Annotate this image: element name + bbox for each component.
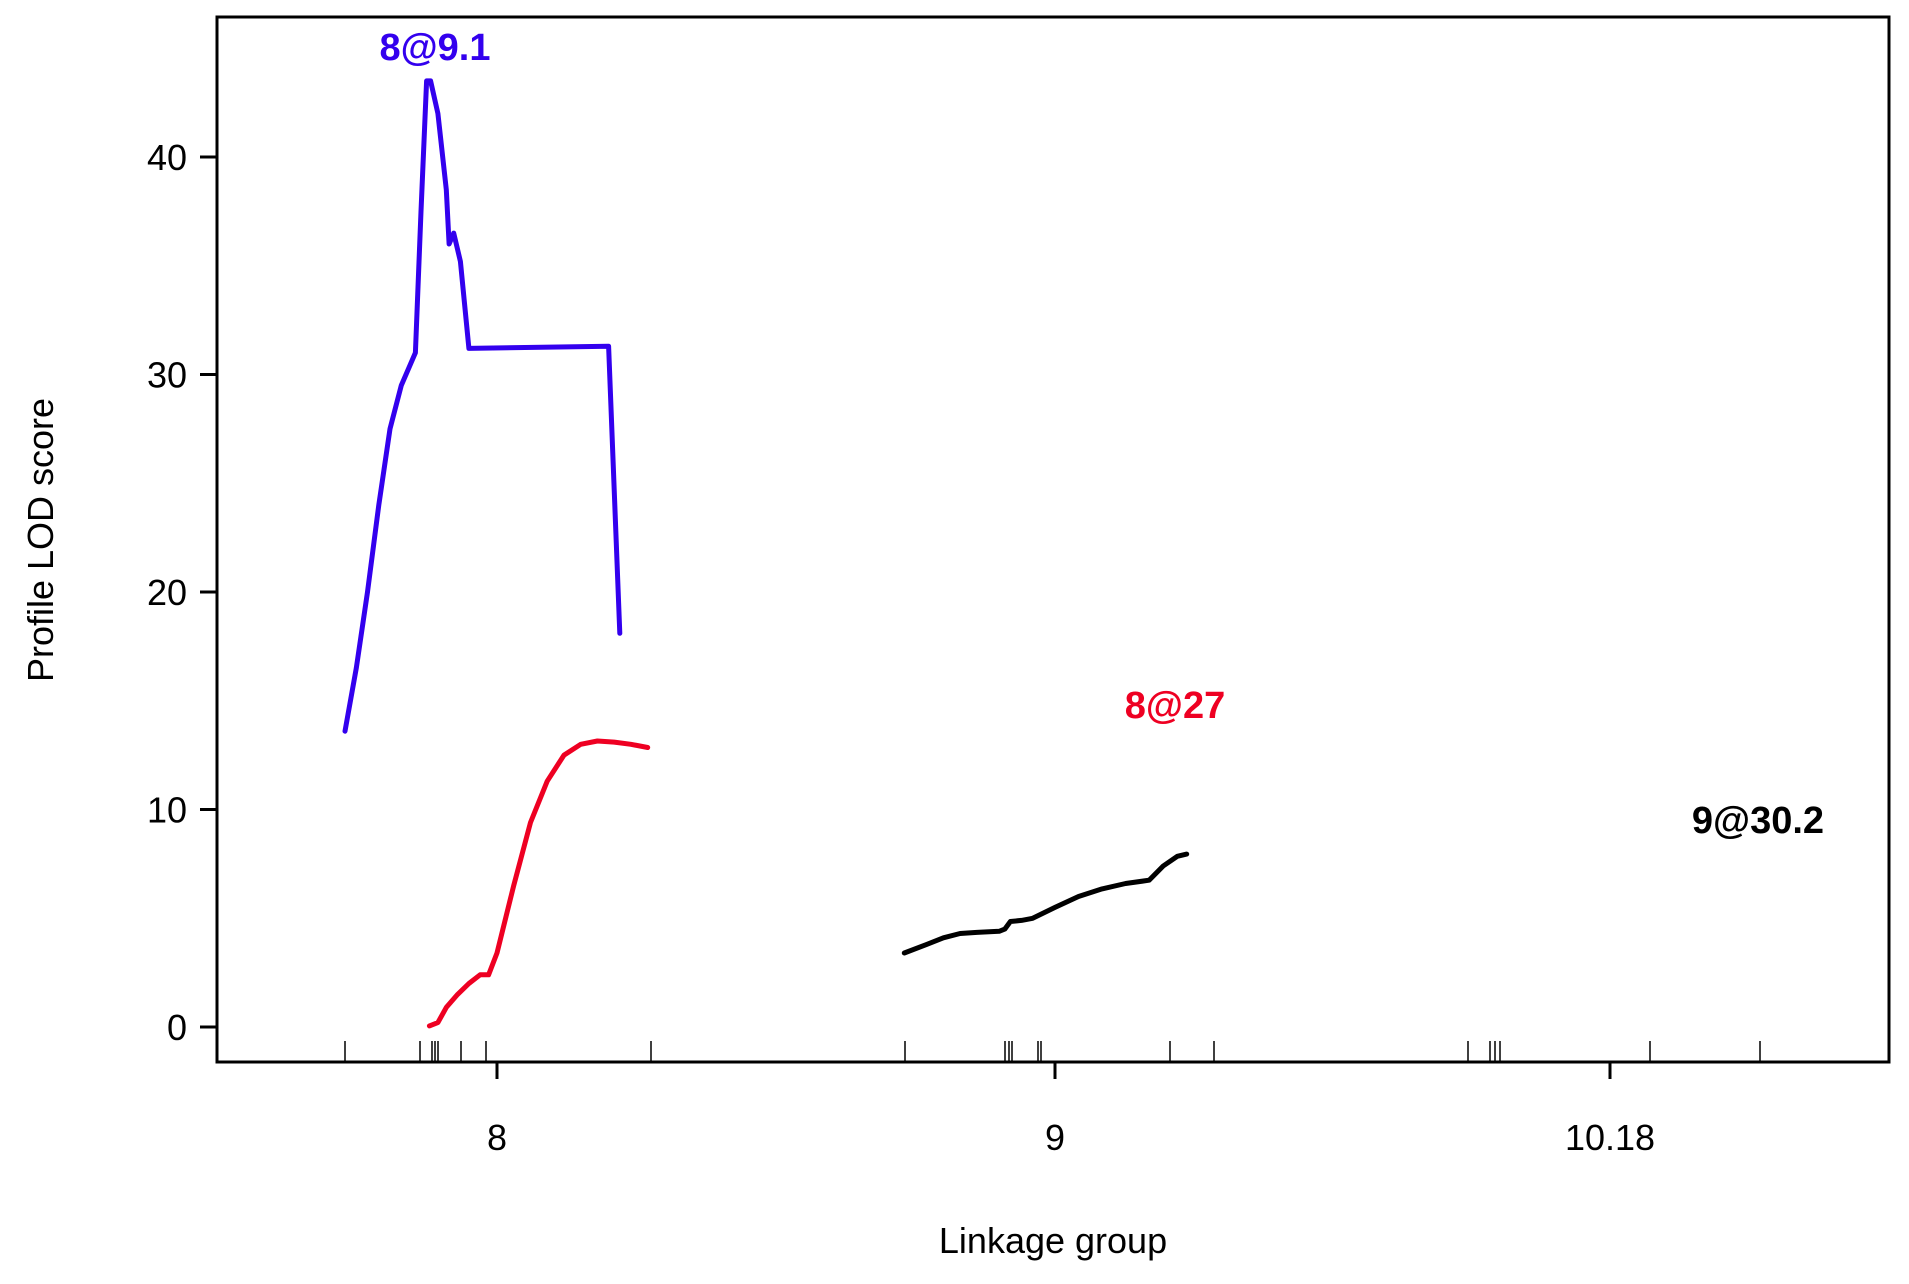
y-axis: 0 10 20 30 40 — [147, 137, 217, 1048]
plot-frame — [215, 15, 1891, 1064]
x-tick-label: 8 — [487, 1117, 507, 1158]
peak-label: 8@27 — [1125, 685, 1225, 727]
peak-label: 8@9.1 — [379, 27, 490, 69]
y-tick-label: 40 — [147, 137, 187, 178]
peak-labels: 8@9.1 8@27 9@30.2 — [379, 27, 1824, 842]
series-layer — [342, 78, 1190, 1029]
series-line — [342, 78, 623, 734]
y-tick-label: 20 — [147, 572, 187, 613]
series-line — [426, 738, 651, 1029]
x-tick-label: 9 — [1045, 1117, 1065, 1158]
series-line — [901, 851, 1190, 956]
x-tick-label: 10.18 — [1565, 1117, 1655, 1158]
y-axis-title: Profile LOD score — [20, 398, 61, 682]
y-tick-label: 30 — [147, 355, 187, 396]
y-tick-label: 0 — [167, 1007, 187, 1048]
peak-label: 9@30.2 — [1692, 800, 1824, 842]
x-axis-title: Linkage group — [939, 1220, 1167, 1261]
marker-tick-rug — [344, 1041, 1761, 1062]
y-tick-label: 10 — [147, 790, 187, 831]
x-axis: 8 9 10.18 — [487, 1062, 1655, 1158]
